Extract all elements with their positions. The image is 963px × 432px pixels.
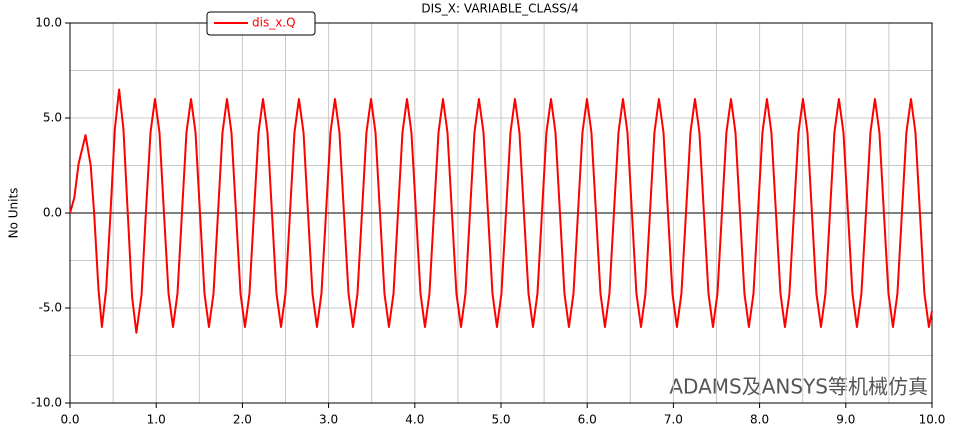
legend-box	[206, 11, 316, 36]
data-line	[69, 88, 933, 334]
legend-label: dis_x.Q	[252, 16, 296, 30]
y-tick-label: 0.0	[43, 206, 62, 220]
y-tick-label: -10.0	[31, 396, 62, 410]
x-tick-label: 10.0	[919, 413, 946, 427]
x-tick-label: 2.0	[233, 413, 252, 427]
x-tick-label: 4.0	[405, 413, 424, 427]
x-tick-label: 5.0	[491, 413, 510, 427]
x-tick-label: 3.0	[319, 413, 338, 427]
y-tick-label: 10.0	[35, 16, 62, 30]
x-tick-label: 6.0	[578, 413, 597, 427]
watermark: ADAMS及ANSYS等机械仿真	[669, 375, 928, 399]
y-tick-label: 5.0	[43, 111, 62, 125]
x-tick-label: 9.0	[836, 413, 855, 427]
y-tick-label: -5.0	[39, 301, 62, 315]
chart-title: DIS_X: VARIABLE_CLASS/4	[421, 2, 578, 16]
x-tick-label: 1.0	[147, 413, 166, 427]
y-axis-label: No Units	[7, 188, 21, 239]
x-tick-label: 0.0	[60, 413, 79, 427]
x-tick-label: 8.0	[750, 413, 769, 427]
plot: 0.0 1.0 2.0 3.0 4.0 5.0 6.0 7.0 8.0 9.0 10.0 -10.0 -…	[31, 11, 946, 427]
x-tick-label: 7.0	[664, 413, 683, 427]
